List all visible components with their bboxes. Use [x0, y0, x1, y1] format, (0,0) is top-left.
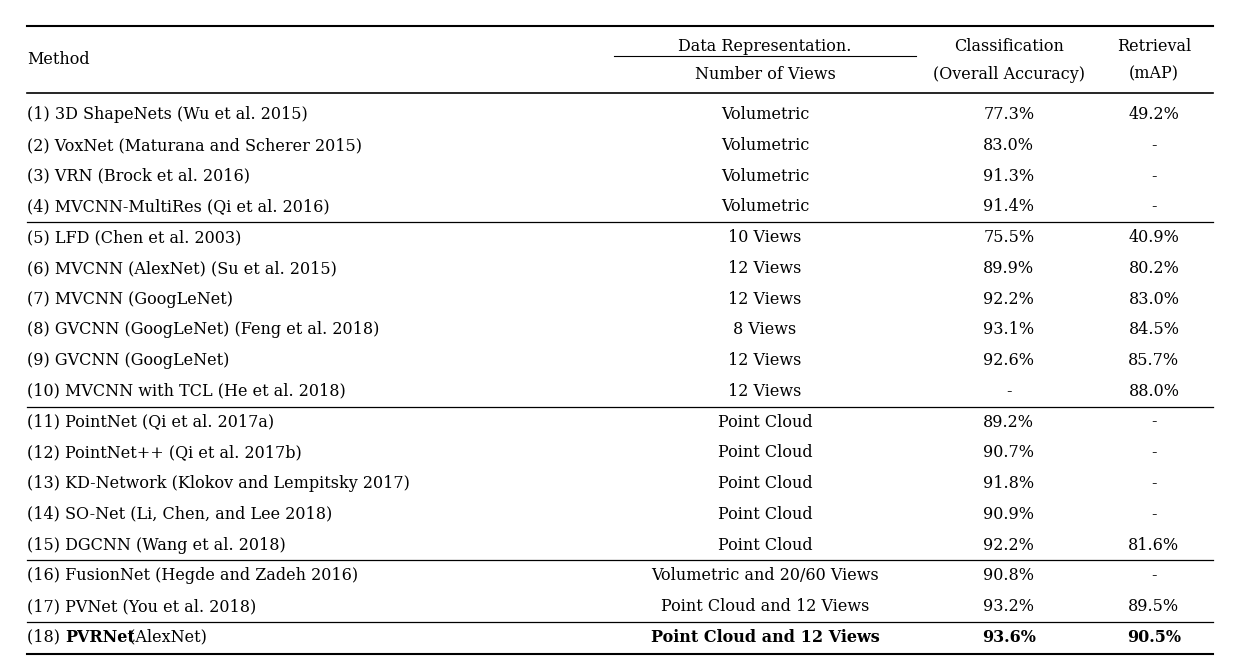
Text: Method: Method	[27, 51, 91, 68]
Text: 92.2%: 92.2%	[983, 536, 1034, 554]
Text: 83.0%: 83.0%	[1128, 291, 1179, 308]
Text: 89.2%: 89.2%	[983, 413, 1034, 431]
Text: -: -	[1006, 383, 1012, 400]
Text: 89.9%: 89.9%	[983, 260, 1034, 277]
Text: 12 Views: 12 Views	[728, 260, 802, 277]
Text: (3) VRN (Brock et al. 2016): (3) VRN (Brock et al. 2016)	[27, 168, 250, 185]
Text: Point Cloud and 12 Views: Point Cloud and 12 Views	[661, 598, 869, 615]
Text: Volumetric: Volumetric	[720, 137, 810, 154]
Text: Point Cloud: Point Cloud	[718, 444, 812, 461]
Text: -: -	[1151, 137, 1157, 154]
Text: (14) SO-Net (Li, Chen, and Lee 2018): (14) SO-Net (Li, Chen, and Lee 2018)	[27, 506, 332, 523]
Text: Point Cloud: Point Cloud	[718, 413, 812, 431]
Text: Volumetric: Volumetric	[720, 198, 810, 216]
Text: 90.9%: 90.9%	[983, 506, 1034, 523]
Text: PVRNet: PVRNet	[66, 629, 135, 646]
Text: 85.7%: 85.7%	[1128, 352, 1179, 369]
Text: 10 Views: 10 Views	[728, 229, 802, 246]
Text: -: -	[1151, 198, 1157, 216]
Text: -: -	[1151, 475, 1157, 492]
Text: (mAP): (mAP)	[1128, 66, 1179, 83]
Text: 93.2%: 93.2%	[983, 598, 1034, 615]
Text: 89.5%: 89.5%	[1128, 598, 1179, 615]
Text: 91.8%: 91.8%	[983, 475, 1034, 492]
Text: 90.7%: 90.7%	[983, 444, 1034, 461]
Text: 75.5%: 75.5%	[983, 229, 1034, 246]
Text: Point Cloud: Point Cloud	[718, 536, 812, 554]
Text: Point Cloud: Point Cloud	[718, 475, 812, 492]
Text: 88.0%: 88.0%	[1128, 383, 1179, 400]
Text: Point Cloud: Point Cloud	[718, 506, 812, 523]
Text: (11) PointNet (Qi et al. 2017a): (11) PointNet (Qi et al. 2017a)	[27, 413, 274, 431]
Text: 92.2%: 92.2%	[983, 291, 1034, 308]
Text: Point Cloud and 12 Views: Point Cloud and 12 Views	[651, 629, 879, 646]
Text: (18): (18)	[27, 629, 66, 646]
Text: 83.0%: 83.0%	[983, 137, 1034, 154]
Text: 12 Views: 12 Views	[728, 383, 802, 400]
Text: 8 Views: 8 Views	[733, 321, 796, 339]
Text: (13) KD-Network (Klokov and Lempitsky 2017): (13) KD-Network (Klokov and Lempitsky 20…	[27, 475, 410, 492]
Text: (17) PVNet (You et al. 2018): (17) PVNet (You et al. 2018)	[27, 598, 257, 615]
Text: -: -	[1151, 168, 1157, 185]
Text: 91.4%: 91.4%	[983, 198, 1034, 216]
Text: (2) VoxNet (Maturana and Scherer 2015): (2) VoxNet (Maturana and Scherer 2015)	[27, 137, 362, 154]
Text: (8) GVCNN (GoogLeNet) (Feng et al. 2018): (8) GVCNN (GoogLeNet) (Feng et al. 2018)	[27, 321, 379, 339]
Text: 80.2%: 80.2%	[1128, 260, 1179, 277]
Text: -: -	[1151, 444, 1157, 461]
Text: (10) MVCNN with TCL (He et al. 2018): (10) MVCNN with TCL (He et al. 2018)	[27, 383, 346, 400]
Text: 40.9%: 40.9%	[1128, 229, 1179, 246]
Text: 12 Views: 12 Views	[728, 352, 802, 369]
Text: (15) DGCNN (Wang et al. 2018): (15) DGCNN (Wang et al. 2018)	[27, 536, 286, 554]
Text: Volumetric: Volumetric	[720, 168, 810, 185]
Text: 90.8%: 90.8%	[983, 567, 1034, 584]
Text: 77.3%: 77.3%	[983, 106, 1034, 123]
Text: 12 Views: 12 Views	[728, 291, 802, 308]
Text: -: -	[1151, 506, 1157, 523]
Text: (AlexNet): (AlexNet)	[124, 629, 206, 646]
Text: 92.6%: 92.6%	[983, 352, 1034, 369]
Text: Retrieval: Retrieval	[1117, 38, 1192, 54]
Text: 93.6%: 93.6%	[982, 629, 1035, 646]
Text: Classification: Classification	[954, 38, 1064, 54]
Text: (9) GVCNN (GoogLeNet): (9) GVCNN (GoogLeNet)	[27, 352, 229, 369]
Text: (7) MVCNN (GoogLeNet): (7) MVCNN (GoogLeNet)	[27, 291, 233, 308]
Text: 49.2%: 49.2%	[1128, 106, 1179, 123]
Text: (16) FusionNet (Hegde and Zadeh 2016): (16) FusionNet (Hegde and Zadeh 2016)	[27, 567, 358, 584]
Text: Volumetric and 20/60 Views: Volumetric and 20/60 Views	[651, 567, 879, 584]
Text: 81.6%: 81.6%	[1128, 536, 1179, 554]
Text: (5) LFD (Chen et al. 2003): (5) LFD (Chen et al. 2003)	[27, 229, 242, 246]
Text: 93.1%: 93.1%	[983, 321, 1034, 339]
Text: (Overall Accuracy): (Overall Accuracy)	[932, 66, 1085, 83]
Text: (6) MVCNN (AlexNet) (Su et al. 2015): (6) MVCNN (AlexNet) (Su et al. 2015)	[27, 260, 337, 277]
Text: 84.5%: 84.5%	[1128, 321, 1179, 339]
Text: (12) PointNet++ (Qi et al. 2017b): (12) PointNet++ (Qi et al. 2017b)	[27, 444, 303, 461]
Text: Number of Views: Number of Views	[694, 66, 836, 83]
Text: Volumetric: Volumetric	[720, 106, 810, 123]
Text: -: -	[1151, 567, 1157, 584]
Text: (4) MVCNN-MultiRes (Qi et al. 2016): (4) MVCNN-MultiRes (Qi et al. 2016)	[27, 198, 330, 216]
Text: 91.3%: 91.3%	[983, 168, 1034, 185]
Text: 90.5%: 90.5%	[1127, 629, 1180, 646]
Text: -: -	[1151, 413, 1157, 431]
Text: Data Representation.: Data Representation.	[678, 38, 852, 54]
Text: (1) 3D ShapeNets (Wu et al. 2015): (1) 3D ShapeNets (Wu et al. 2015)	[27, 106, 309, 123]
